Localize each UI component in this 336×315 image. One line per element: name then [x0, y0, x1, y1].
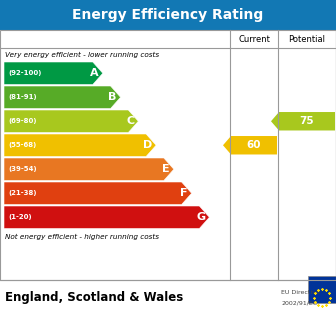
Polygon shape: [4, 86, 121, 108]
Polygon shape: [4, 206, 209, 228]
Text: Not energy efficient - higher running costs: Not energy efficient - higher running co…: [5, 234, 159, 240]
Text: Energy Efficiency Rating: Energy Efficiency Rating: [72, 8, 264, 22]
Text: D: D: [143, 140, 152, 150]
Text: EU Directive: EU Directive: [281, 290, 320, 295]
Polygon shape: [4, 182, 192, 204]
Bar: [308, 276, 336, 303]
Text: (1-20): (1-20): [8, 214, 32, 220]
Polygon shape: [271, 112, 335, 130]
Text: C: C: [126, 116, 134, 126]
Text: G: G: [196, 212, 205, 222]
Text: England, Scotland & Wales: England, Scotland & Wales: [5, 291, 183, 304]
Text: Current: Current: [238, 35, 270, 43]
Text: (69-80): (69-80): [8, 118, 37, 124]
Polygon shape: [4, 134, 156, 157]
Text: F: F: [180, 188, 187, 198]
Text: 75: 75: [300, 116, 314, 126]
Polygon shape: [4, 62, 103, 84]
Text: (21-38): (21-38): [8, 190, 37, 196]
Text: 2002/91/EC: 2002/91/EC: [281, 300, 317, 305]
Bar: [0, 30, 336, 280]
Bar: [0, 0, 336, 30]
Text: A: A: [90, 68, 99, 78]
Text: (81-91): (81-91): [8, 94, 37, 100]
Text: Potential: Potential: [289, 35, 326, 43]
Text: E: E: [162, 164, 170, 174]
Text: (39-54): (39-54): [8, 166, 37, 172]
Text: (55-68): (55-68): [8, 142, 36, 148]
Text: 60: 60: [247, 140, 261, 150]
Polygon shape: [4, 110, 138, 133]
Polygon shape: [4, 158, 174, 180]
Text: Very energy efficient - lower running costs: Very energy efficient - lower running co…: [5, 52, 159, 58]
Text: B: B: [108, 92, 117, 102]
Text: (92-100): (92-100): [8, 70, 41, 76]
Polygon shape: [223, 136, 277, 154]
